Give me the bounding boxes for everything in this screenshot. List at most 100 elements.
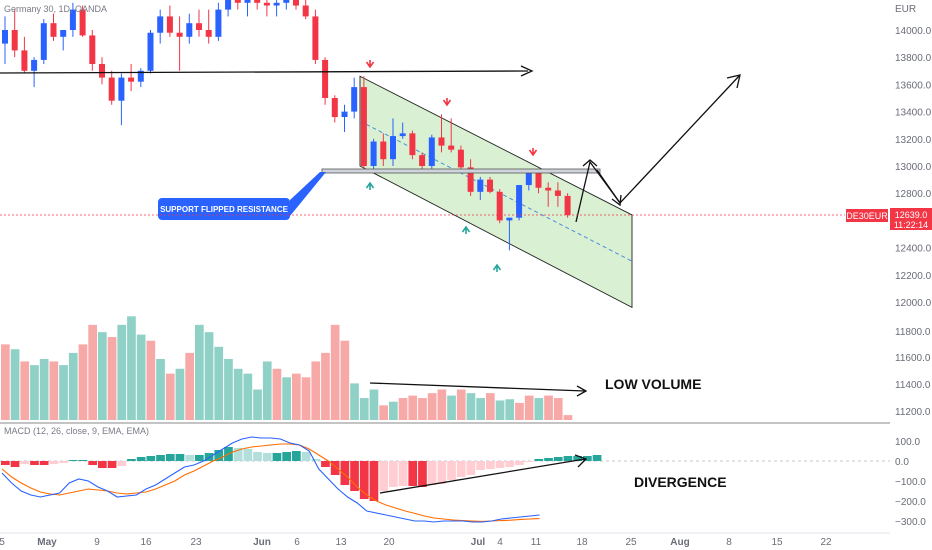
macd-hist-bar — [292, 451, 301, 461]
candle[interactable] — [118, 73, 125, 126]
volume-bar — [88, 324, 97, 420]
candle[interactable] — [215, 2, 222, 41]
support-badge[interactable] — [158, 198, 290, 220]
candle[interactable] — [99, 57, 105, 85]
volume-bar — [379, 405, 388, 420]
candle[interactable] — [60, 30, 67, 51]
candle[interactable] — [147, 30, 154, 74]
candle-body — [205, 30, 212, 37]
candle-body — [351, 87, 358, 112]
candle[interactable] — [477, 176, 484, 200]
candle[interactable] — [50, 13, 57, 41]
volume-bar — [476, 398, 485, 420]
price-tick-2: 13600.0 — [895, 80, 932, 91]
candle[interactable] — [205, 9, 212, 44]
price-axis[interactable]: 14000.0 13800.0 13600.0 13400.0 13200.0 13000… — [895, 26, 932, 418]
candle[interactable] — [2, 16, 8, 64]
time-axis[interactable]: 5 May 9 16 23 Jun 6 13 20 Jul 4 11 18 25 Aug 8 15 22 — [0, 537, 832, 548]
candle-body — [31, 59, 38, 71]
candle[interactable] — [448, 118, 455, 153]
candle[interactable] — [244, 0, 251, 17]
candle[interactable] — [428, 134, 435, 169]
price-tag[interactable] — [890, 208, 932, 230]
candle[interactable] — [525, 171, 532, 191]
candle[interactable] — [40, 19, 47, 64]
macd-hist-bar — [369, 461, 379, 501]
candle[interactable] — [21, 36, 28, 74]
volume-bar — [301, 377, 311, 420]
candle[interactable] — [31, 57, 38, 88]
buy-arrow-icon — [461, 225, 471, 234]
candle[interactable] — [506, 217, 513, 251]
candle[interactable] — [128, 64, 135, 92]
candle[interactable] — [360, 76, 367, 172]
descending-channel[interactable] — [359, 75, 633, 309]
candle-body — [147, 32, 154, 71]
candle[interactable] — [554, 182, 561, 207]
candle[interactable] — [516, 185, 523, 221]
candle[interactable] — [331, 95, 338, 123]
candle[interactable] — [166, 5, 173, 37]
candle[interactable] — [137, 68, 144, 88]
candle[interactable] — [409, 130, 416, 160]
resistance-line[interactable] — [0, 70, 529, 74]
candle[interactable] — [302, 0, 309, 20]
candle[interactable] — [399, 122, 406, 139]
macd-hist-bar — [389, 461, 398, 487]
candle-body — [419, 155, 426, 166]
support-flipped-zone[interactable] — [321, 168, 601, 174]
candle[interactable] — [157, 9, 164, 44]
candle[interactable] — [69, 2, 76, 37]
candle[interactable] — [273, 0, 280, 17]
candle-body — [69, 9, 76, 31]
symbol-header: Germany 30, 1D, OANDA — [4, 4, 107, 14]
price-tick-10: 12000.0 — [895, 298, 932, 309]
volume-bar — [447, 395, 456, 420]
candle[interactable] — [564, 193, 571, 218]
candle[interactable] — [545, 182, 552, 207]
volume-bar — [68, 352, 78, 420]
candle[interactable] — [254, 0, 261, 10]
macd-hist-bar — [107, 461, 117, 468]
candle[interactable] — [89, 30, 96, 71]
candle[interactable] — [370, 138, 377, 173]
candle[interactable] — [186, 13, 193, 44]
volume-trend-line[interactable] — [369, 382, 586, 392]
candle-body — [322, 59, 329, 98]
volume-bar — [98, 332, 107, 420]
candle[interactable] — [196, 9, 202, 37]
candle[interactable] — [390, 118, 396, 166]
candle[interactable] — [225, 0, 232, 17]
symbol-tag[interactable] — [846, 209, 888, 222]
candle[interactable] — [108, 70, 115, 105]
candle[interactable] — [351, 77, 358, 119]
candle[interactable] — [341, 104, 348, 132]
candle[interactable] — [380, 133, 387, 166]
candle[interactable] — [487, 176, 493, 194]
candle[interactable] — [293, 0, 299, 10]
candle[interactable] — [438, 114, 445, 153]
candle[interactable] — [263, 0, 270, 17]
volume-bar — [524, 395, 534, 420]
candle[interactable] — [11, 9, 18, 58]
candle[interactable] — [496, 189, 503, 224]
macd-hist-bar — [127, 459, 136, 461]
candle[interactable] — [312, 9, 319, 64]
macd-axis[interactable]: 100.0 0.0 −100.0 −200.0 −300.0 — [895, 437, 926, 528]
candle[interactable] — [234, 0, 241, 10]
macd-hist-bar — [39, 461, 49, 465]
volume-tick-3: 11200.0 — [895, 407, 931, 418]
candle[interactable] — [176, 16, 183, 71]
volume-tick-0: 11800.0 — [895, 327, 931, 338]
candle-body — [11, 30, 18, 51]
candle[interactable] — [457, 145, 464, 169]
candle[interactable] — [322, 57, 329, 105]
candle[interactable] — [283, 0, 290, 10]
divergence-line[interactable] — [379, 458, 586, 494]
volume-bar — [107, 337, 117, 420]
candle-body — [302, 5, 309, 17]
candle[interactable] — [79, 5, 86, 37]
macd-histogram — [1, 447, 602, 501]
candle[interactable] — [467, 159, 474, 196]
